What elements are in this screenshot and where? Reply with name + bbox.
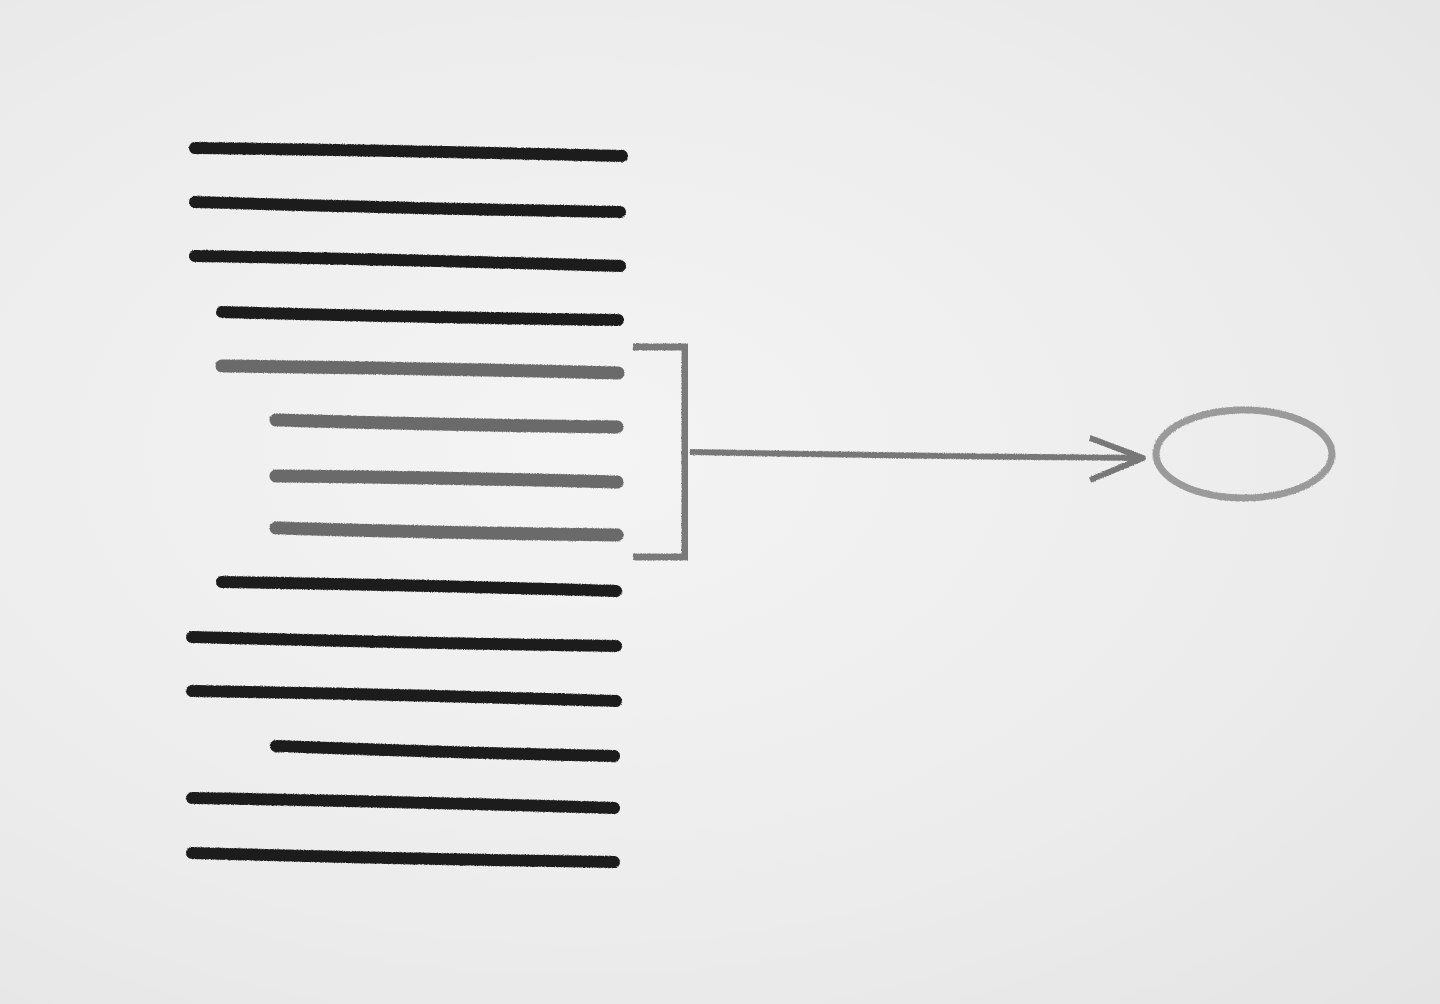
text-line bbox=[216, 306, 624, 326]
text-line bbox=[186, 685, 622, 707]
text-lines-group bbox=[186, 142, 628, 868]
text-line bbox=[186, 792, 620, 814]
highlighted-text-line bbox=[269, 469, 624, 489]
text-line bbox=[189, 250, 626, 272]
text-line bbox=[186, 631, 622, 652]
bracket bbox=[633, 343, 689, 561]
highlighted-text-line bbox=[215, 359, 625, 380]
highlighted-text-line bbox=[269, 521, 624, 542]
target-node bbox=[1152, 406, 1336, 502]
arrow-shaft bbox=[689, 449, 1141, 461]
text-line bbox=[216, 576, 622, 597]
text-line bbox=[270, 740, 620, 762]
text-line bbox=[186, 847, 620, 868]
text-line bbox=[189, 196, 626, 218]
arrow-head bbox=[1088, 435, 1146, 483]
text-line bbox=[189, 142, 628, 162]
highlighted-text-line bbox=[269, 413, 624, 434]
